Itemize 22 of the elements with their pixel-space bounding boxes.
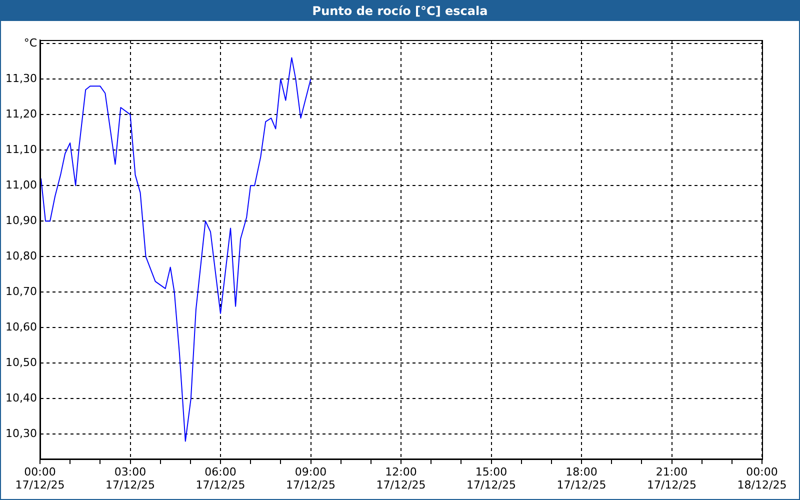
x-tick-label: 21:00 17/12/25	[647, 465, 696, 492]
y-tick-label: 10,30	[6, 427, 37, 440]
y-tick-label: 10,70	[6, 284, 37, 298]
y-tick-label: 10,60	[6, 320, 37, 334]
y-tick-label: 10,40	[6, 391, 37, 404]
x-tick-label: 00:00 17/12/25	[15, 465, 65, 492]
y-tick-label: 11,30	[6, 72, 37, 85]
chart-title: Punto de rocío [°C] escala	[1, 1, 799, 21]
y-tick-label: 10,90	[6, 214, 37, 227]
y-tick-label: °C	[24, 36, 38, 50]
x-tick-label: 18:00 17/12/25	[556, 465, 606, 492]
y-tick-label: 10,50	[6, 356, 37, 369]
x-tick-label: 12:00 17/12/25	[376, 465, 426, 492]
y-tick-label: 11,20	[6, 107, 37, 120]
x-tick-label: 03:00 17/12/25	[106, 465, 155, 492]
y-tick-label: 11,10	[6, 142, 37, 156]
x-tick-label: 09:00 17/12/25	[286, 465, 336, 492]
y-tick-label: 11,00	[6, 178, 37, 192]
y-tick-label: 10,80	[6, 249, 37, 262]
x-tick-label: 06:00 17/12/25	[196, 465, 246, 492]
x-tick-label: 15:00 17/12/25	[466, 465, 516, 492]
x-tick-label: 00:00 18/12/25	[737, 465, 787, 492]
